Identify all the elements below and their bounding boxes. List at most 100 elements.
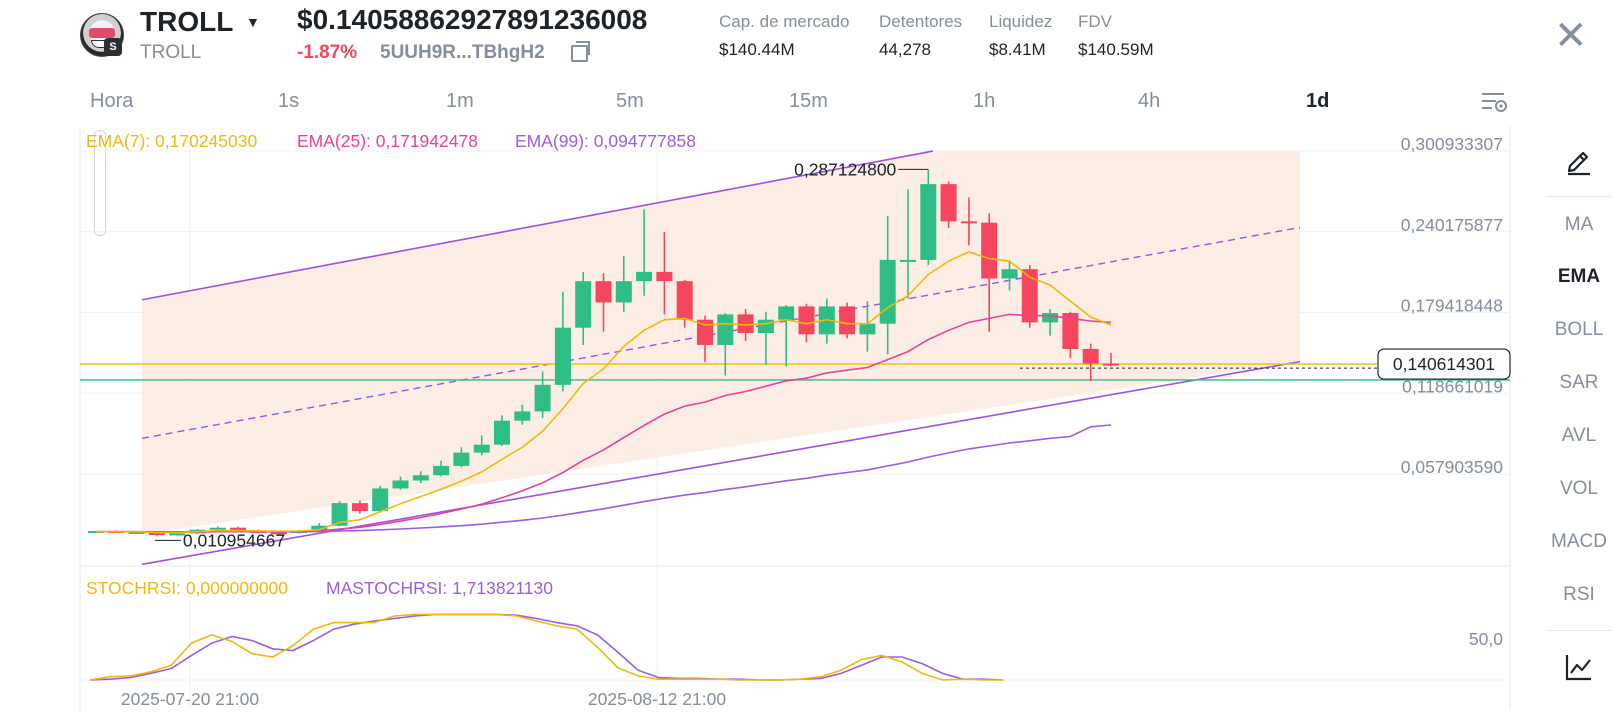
candle-body: [351, 503, 368, 512]
candle-body: [453, 452, 470, 466]
candle-body: [1021, 269, 1038, 323]
candle-body: [798, 306, 815, 335]
candle-body: [900, 259, 916, 262]
legend-ema7: EMA(7): 0,170245030: [86, 131, 257, 151]
candle-body: [960, 221, 977, 224]
candle-body: [209, 527, 226, 530]
y-tick-label: 0,057903590: [1401, 457, 1503, 477]
mastochrsi-line: [89, 613, 1004, 681]
x-tick-label: 2025-08-12 21:00: [588, 689, 726, 709]
candle-body: [148, 531, 165, 536]
candle-body: [615, 281, 632, 303]
y-tick-label: 0,300933307: [1401, 134, 1503, 154]
tab-hora[interactable]: Hora: [90, 90, 134, 112]
stochrsi-line: [89, 613, 1004, 681]
legend-mastochrsi: MASTOCHRSI: 1,713821130: [326, 578, 553, 598]
candle-body: [778, 306, 795, 320]
tab-15m[interactable]: 15m: [789, 90, 828, 112]
candle-body: [331, 503, 348, 526]
sidebar-item-ma[interactable]: MA: [1564, 214, 1594, 235]
ema7-line: [95, 251, 1112, 534]
current-price-label: 0,140614301: [1393, 354, 1495, 374]
tab-4h[interactable]: 4h: [1138, 90, 1161, 112]
token-symbol[interactable]: TROLL: [140, 6, 234, 37]
chain-badge: S: [104, 38, 122, 56]
candle-body: [433, 465, 450, 476]
sidebar-item-macd[interactable]: MACD: [1551, 531, 1607, 552]
stat-label-market-cap: Cap. de mercado: [719, 12, 850, 31]
line-chart-icon[interactable]: [1564, 652, 1594, 682]
sidebar-divider: [1546, 630, 1612, 631]
current-price-tag: [1377, 348, 1511, 380]
price-change: -1.87%: [297, 42, 358, 63]
candle-body: [697, 319, 713, 345]
candle-body: [676, 281, 693, 320]
token-avatar: [80, 13, 124, 57]
candle-body: [839, 306, 856, 335]
candle-body: [230, 527, 247, 532]
tab-5m[interactable]: 5m: [616, 90, 644, 112]
candle-body: [859, 323, 876, 335]
y-tick-label: 0,118661019: [1402, 376, 1503, 396]
candle-body: [656, 271, 673, 282]
candle-body: [981, 222, 998, 279]
stat-label-liquidity: Liquidez: [989, 12, 1053, 31]
sidebar-item-rsi[interactable]: RSI: [1563, 584, 1595, 605]
sidebar-divider: [1546, 196, 1612, 197]
troll-face-eyes: [89, 28, 115, 38]
candle-body: [311, 525, 328, 532]
candle-body: [757, 319, 774, 333]
candle-body: [1082, 348, 1099, 364]
candle-body: [595, 281, 612, 303]
y-tick-label: 0,179418448: [1401, 296, 1503, 316]
candle-body: [514, 411, 531, 421]
tab-1d[interactable]: 1d: [1306, 90, 1330, 112]
candle-body: [717, 314, 734, 345]
tab-1s[interactable]: 1s: [278, 90, 300, 112]
candle-body: [575, 281, 592, 328]
pencil-icon[interactable]: [1564, 146, 1594, 176]
sidebar-item-sar[interactable]: SAR: [1559, 372, 1599, 393]
token-price: $0.14058862927891236008: [297, 4, 648, 35]
sidebar-item-avl[interactable]: AVL: [1561, 425, 1597, 446]
candle-body: [128, 531, 145, 534]
candle-body: [169, 533, 186, 536]
legend-ema99: EMA(99): 0,094777858: [515, 131, 696, 151]
candle-body: [940, 184, 957, 222]
candle-body: [1001, 269, 1018, 279]
candle-body: [1103, 363, 1119, 366]
chevron-down-icon[interactable]: ▼: [246, 14, 260, 30]
copy-icon[interactable]: [571, 41, 590, 62]
candle-body: [1042, 313, 1059, 323]
tab-1h[interactable]: 1h: [973, 90, 996, 112]
x-tick-label: 2025-07-20 21:00: [121, 689, 259, 709]
tab-1m[interactable]: 1m: [446, 90, 474, 112]
stat-value-holders: 44,278: [879, 40, 931, 59]
candle-body: [737, 314, 754, 333]
channel-upper-line: [141, 150, 934, 301]
sidebar-item-vol[interactable]: VOL: [1559, 478, 1599, 499]
legend-ema25: EMA(25): 0,171942478: [297, 131, 478, 151]
scrollbar[interactable]: [94, 130, 106, 236]
candle-body: [1062, 313, 1079, 349]
chart-settings-icon[interactable]: [1480, 90, 1508, 114]
candle-body: [636, 271, 653, 282]
candle-body: [473, 444, 490, 453]
contract-address[interactable]: 5UUH9R...TBhgH2: [380, 42, 545, 63]
candle-body: [494, 420, 510, 445]
low-label: 0,010954667: [183, 530, 285, 550]
token-name: TROLL: [140, 42, 202, 63]
y-tick-label: 0,240175877: [1401, 215, 1503, 235]
stat-value-liquidity: $8.41M: [989, 40, 1046, 59]
stat-value-fdv: $140.59M: [1078, 40, 1154, 59]
close-icon[interactable]: ✕: [1554, 14, 1588, 58]
candle-body: [534, 384, 551, 412]
sidebar-item-boll[interactable]: BOLL: [1554, 319, 1604, 340]
stat-label-fdv: FDV: [1078, 12, 1112, 31]
legend-stochrsi: STOCHRSI: 0,000000000: [86, 578, 288, 598]
candle-body: [412, 475, 429, 481]
candle-body: [920, 184, 937, 260]
stat-value-market-cap: $140.44M: [719, 40, 795, 59]
sidebar-item-ema[interactable]: EMA: [1557, 266, 1601, 287]
